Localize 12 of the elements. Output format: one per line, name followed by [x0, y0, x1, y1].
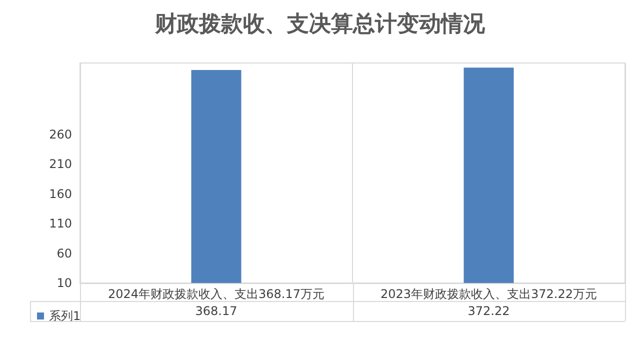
y-tick-label: 10	[56, 276, 72, 290]
x-tick-label: 2024年财政拨款收入、支出368.17万元	[108, 287, 325, 301]
x-tick-label: 2023年财政拨款收入、支出372.22万元	[380, 287, 598, 301]
chart-title: 财政拨款收、支决算总计变动情况	[154, 11, 486, 37]
y-tick-label: 260	[49, 127, 72, 142]
y-tick-label: 210	[49, 157, 72, 172]
data-label: 372.22	[468, 304, 510, 318]
y-tick-label: 110	[49, 216, 72, 231]
y-tick-label: 160	[49, 186, 72, 201]
data-label: 368.17	[195, 304, 238, 318]
legend-label: 系列1	[49, 309, 81, 323]
y-tick-label: 60	[56, 246, 72, 260]
